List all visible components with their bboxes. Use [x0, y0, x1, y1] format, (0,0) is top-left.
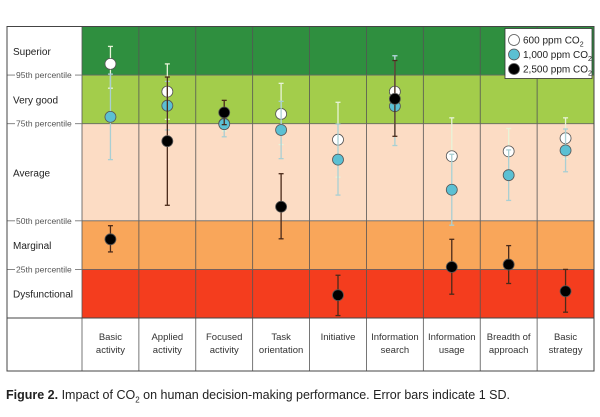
data-point: [445, 261, 458, 273]
legend-label-text: 1,000 ppm CO: [523, 50, 588, 61]
legend-label-subscript: 2: [580, 42, 584, 49]
band-label: Dysfunctional: [13, 290, 73, 301]
legend-marker: [508, 34, 520, 46]
legend-label-subscript: 2: [588, 71, 592, 78]
data-point: [332, 289, 344, 302]
threshold-label: 75th percentile: [16, 119, 72, 129]
data-point: [445, 183, 458, 196]
caption-text-after: on human decision-making performance. Er…: [139, 388, 510, 402]
legend-label: 600 ppm CO2: [523, 36, 584, 49]
band-marginal: [82, 220, 594, 270]
category-label: Focused: [206, 332, 242, 343]
data-point: [275, 200, 288, 213]
data-point: [161, 135, 174, 148]
series-2: [104, 59, 572, 317]
caption-text-before: Impact of CO: [58, 388, 136, 402]
threshold-label-bg: [15, 264, 75, 275]
data-point: [275, 124, 288, 136]
legend-label-subscript: 2: [588, 56, 592, 63]
category-label: Initiative: [321, 332, 356, 343]
category-label: Information: [428, 332, 476, 343]
threshold-label: 25th percentile: [16, 264, 72, 274]
threshold-label-bg: [15, 215, 75, 226]
data-point: [104, 110, 117, 123]
category-label: usage: [439, 345, 465, 356]
category-label: orientation: [259, 345, 303, 356]
category-label: Task: [271, 332, 291, 343]
threshold-label-bg: [15, 118, 75, 129]
legend-marker: [508, 48, 520, 61]
band-label: Marginal: [13, 241, 51, 252]
legend-label: 1,000 ppm CO2: [523, 50, 592, 63]
category-label: strategy: [549, 345, 583, 356]
legend-label-text: 600 ppm CO: [523, 36, 580, 47]
chart-border: [6, 26, 595, 372]
threshold-label-bg: [15, 70, 75, 81]
caption-subscript: 2: [135, 395, 140, 405]
data-point: [218, 106, 231, 119]
legend-label-text: 2,500 ppm CO: [523, 65, 588, 76]
category-label: approach: [489, 345, 529, 356]
category-label: Applied: [151, 332, 183, 343]
caption-figure-number: Figure 2.: [6, 388, 59, 402]
category-label: search: [381, 345, 410, 356]
threshold-label: 50th percentile: [16, 216, 72, 226]
threshold-label: 95th percentile: [16, 70, 72, 80]
category-label: Basic: [99, 332, 122, 343]
category-label: Information: [371, 332, 419, 343]
figure-caption: Figure 2. Impact of CO2 on human decisio…: [6, 388, 510, 405]
legend-marker: [508, 63, 520, 75]
band-label: Very good: [13, 95, 58, 106]
legend-label: 2,500 ppm CO2: [523, 65, 592, 78]
category-label: Basic: [554, 332, 577, 343]
data-point: [502, 258, 515, 271]
band-label: Average: [13, 168, 51, 179]
data-point: [502, 169, 515, 182]
data-point: [104, 233, 117, 246]
category-label: activity: [96, 345, 125, 356]
category-label: Breadth of: [487, 332, 531, 343]
category-label: activity: [210, 345, 239, 356]
data-point: [559, 285, 572, 298]
band-label: Superior: [13, 47, 51, 58]
data-point: [559, 144, 572, 157]
category-label: activity: [153, 345, 182, 356]
data-point: [388, 92, 401, 105]
performance-chart: Dysfunctional Marginal Average Very good Sup…: [6, 26, 595, 372]
data-point: [332, 153, 344, 166]
data-point: [104, 58, 117, 70]
